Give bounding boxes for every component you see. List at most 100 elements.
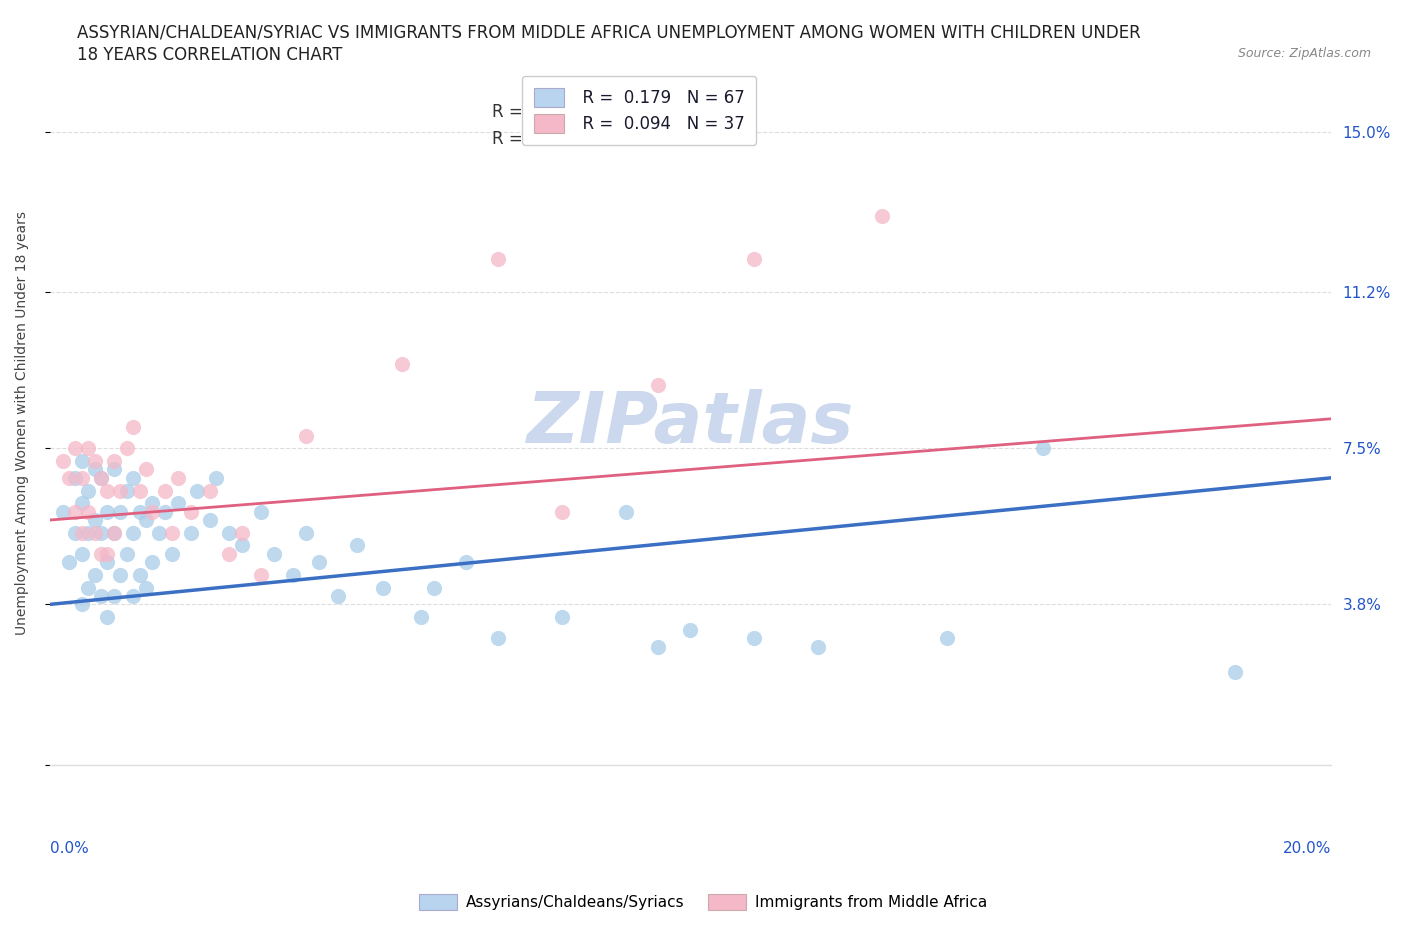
Point bbox=[70, 496, 93, 511]
Point bbox=[110, 483, 132, 498]
Point bbox=[744, 251, 766, 266]
Text: N =: N = bbox=[633, 130, 669, 148]
Point bbox=[231, 538, 253, 552]
Point bbox=[326, 589, 349, 604]
Text: N =: N = bbox=[633, 103, 669, 121]
Text: ZIPatlas: ZIPatlas bbox=[527, 389, 853, 458]
Point bbox=[135, 512, 157, 527]
Point bbox=[411, 609, 433, 624]
Text: R =: R = bbox=[492, 130, 527, 148]
Point bbox=[96, 546, 118, 561]
Point bbox=[122, 471, 145, 485]
Point bbox=[65, 504, 87, 519]
Y-axis label: Unemployment Among Women with Children Under 18 years: Unemployment Among Women with Children U… bbox=[15, 211, 30, 635]
Point bbox=[90, 471, 112, 485]
Point bbox=[103, 462, 125, 477]
Point bbox=[486, 251, 509, 266]
Point bbox=[647, 639, 669, 654]
Text: 67: 67 bbox=[683, 103, 707, 121]
Point bbox=[83, 567, 105, 582]
Point bbox=[83, 462, 105, 477]
Text: 37: 37 bbox=[683, 130, 707, 148]
Point bbox=[180, 525, 202, 540]
Point bbox=[83, 454, 105, 469]
Point bbox=[58, 555, 80, 570]
Point bbox=[110, 504, 132, 519]
Point bbox=[295, 428, 318, 443]
Legend:   R =  0.179   N = 67,   R =  0.094   N = 37: R = 0.179 N = 67, R = 0.094 N = 37 bbox=[522, 76, 756, 144]
Point bbox=[295, 525, 318, 540]
Point bbox=[135, 462, 157, 477]
Point bbox=[135, 580, 157, 595]
Point bbox=[263, 546, 285, 561]
Point bbox=[115, 546, 138, 561]
Point bbox=[65, 471, 87, 485]
Point bbox=[110, 567, 132, 582]
Point bbox=[58, 471, 80, 485]
Point bbox=[103, 454, 125, 469]
Point bbox=[807, 639, 830, 654]
Point bbox=[250, 567, 273, 582]
Point bbox=[83, 512, 105, 527]
Point bbox=[141, 555, 163, 570]
Point bbox=[551, 609, 574, 624]
Point bbox=[122, 589, 145, 604]
Text: 18 YEARS CORRELATION CHART: 18 YEARS CORRELATION CHART bbox=[77, 46, 343, 64]
Point bbox=[65, 441, 87, 456]
Point bbox=[90, 525, 112, 540]
Point bbox=[160, 546, 183, 561]
Point bbox=[70, 546, 93, 561]
Point bbox=[283, 567, 305, 582]
Point bbox=[70, 471, 93, 485]
Point bbox=[218, 525, 240, 540]
Point bbox=[141, 496, 163, 511]
Point bbox=[103, 525, 125, 540]
Point bbox=[186, 483, 208, 498]
Point bbox=[231, 525, 253, 540]
Point bbox=[122, 419, 145, 434]
Point bbox=[250, 504, 273, 519]
Point bbox=[96, 483, 118, 498]
Point bbox=[551, 504, 574, 519]
Point bbox=[122, 525, 145, 540]
Point bbox=[1223, 664, 1246, 679]
Point bbox=[679, 622, 702, 637]
Point bbox=[1032, 441, 1054, 456]
Text: ASSYRIAN/CHALDEAN/SYRIAC VS IMMIGRANTS FROM MIDDLE AFRICA UNEMPLOYMENT AMONG WOM: ASSYRIAN/CHALDEAN/SYRIAC VS IMMIGRANTS F… bbox=[77, 23, 1142, 41]
Point bbox=[872, 209, 894, 224]
Point bbox=[647, 378, 669, 392]
Point bbox=[115, 441, 138, 456]
Text: R =: R = bbox=[492, 103, 527, 121]
Point bbox=[160, 525, 183, 540]
Point bbox=[371, 580, 394, 595]
Text: 0.0%: 0.0% bbox=[49, 841, 89, 856]
Point bbox=[153, 483, 176, 498]
Point bbox=[423, 580, 446, 595]
Point bbox=[96, 555, 118, 570]
Point bbox=[77, 525, 100, 540]
Point bbox=[70, 597, 93, 612]
Point bbox=[128, 483, 150, 498]
Text: 0.179: 0.179 bbox=[553, 103, 606, 121]
Point bbox=[128, 504, 150, 519]
Point bbox=[77, 504, 100, 519]
Point bbox=[52, 454, 75, 469]
Legend: Assyrians/Chaldeans/Syriacs, Immigrants from Middle Africa: Assyrians/Chaldeans/Syriacs, Immigrants … bbox=[411, 886, 995, 918]
Point bbox=[198, 483, 221, 498]
Text: Source: ZipAtlas.com: Source: ZipAtlas.com bbox=[1237, 46, 1371, 60]
Point bbox=[103, 589, 125, 604]
Text: 20.0%: 20.0% bbox=[1282, 841, 1331, 856]
Point bbox=[744, 631, 766, 645]
Point bbox=[65, 525, 87, 540]
Point bbox=[205, 471, 228, 485]
Point bbox=[218, 546, 240, 561]
Text: 0.094: 0.094 bbox=[553, 130, 606, 148]
Point bbox=[103, 525, 125, 540]
Point bbox=[153, 504, 176, 519]
Point bbox=[456, 555, 478, 570]
Point bbox=[180, 504, 202, 519]
Point bbox=[128, 567, 150, 582]
Point bbox=[90, 546, 112, 561]
Point bbox=[96, 609, 118, 624]
Point bbox=[77, 483, 100, 498]
